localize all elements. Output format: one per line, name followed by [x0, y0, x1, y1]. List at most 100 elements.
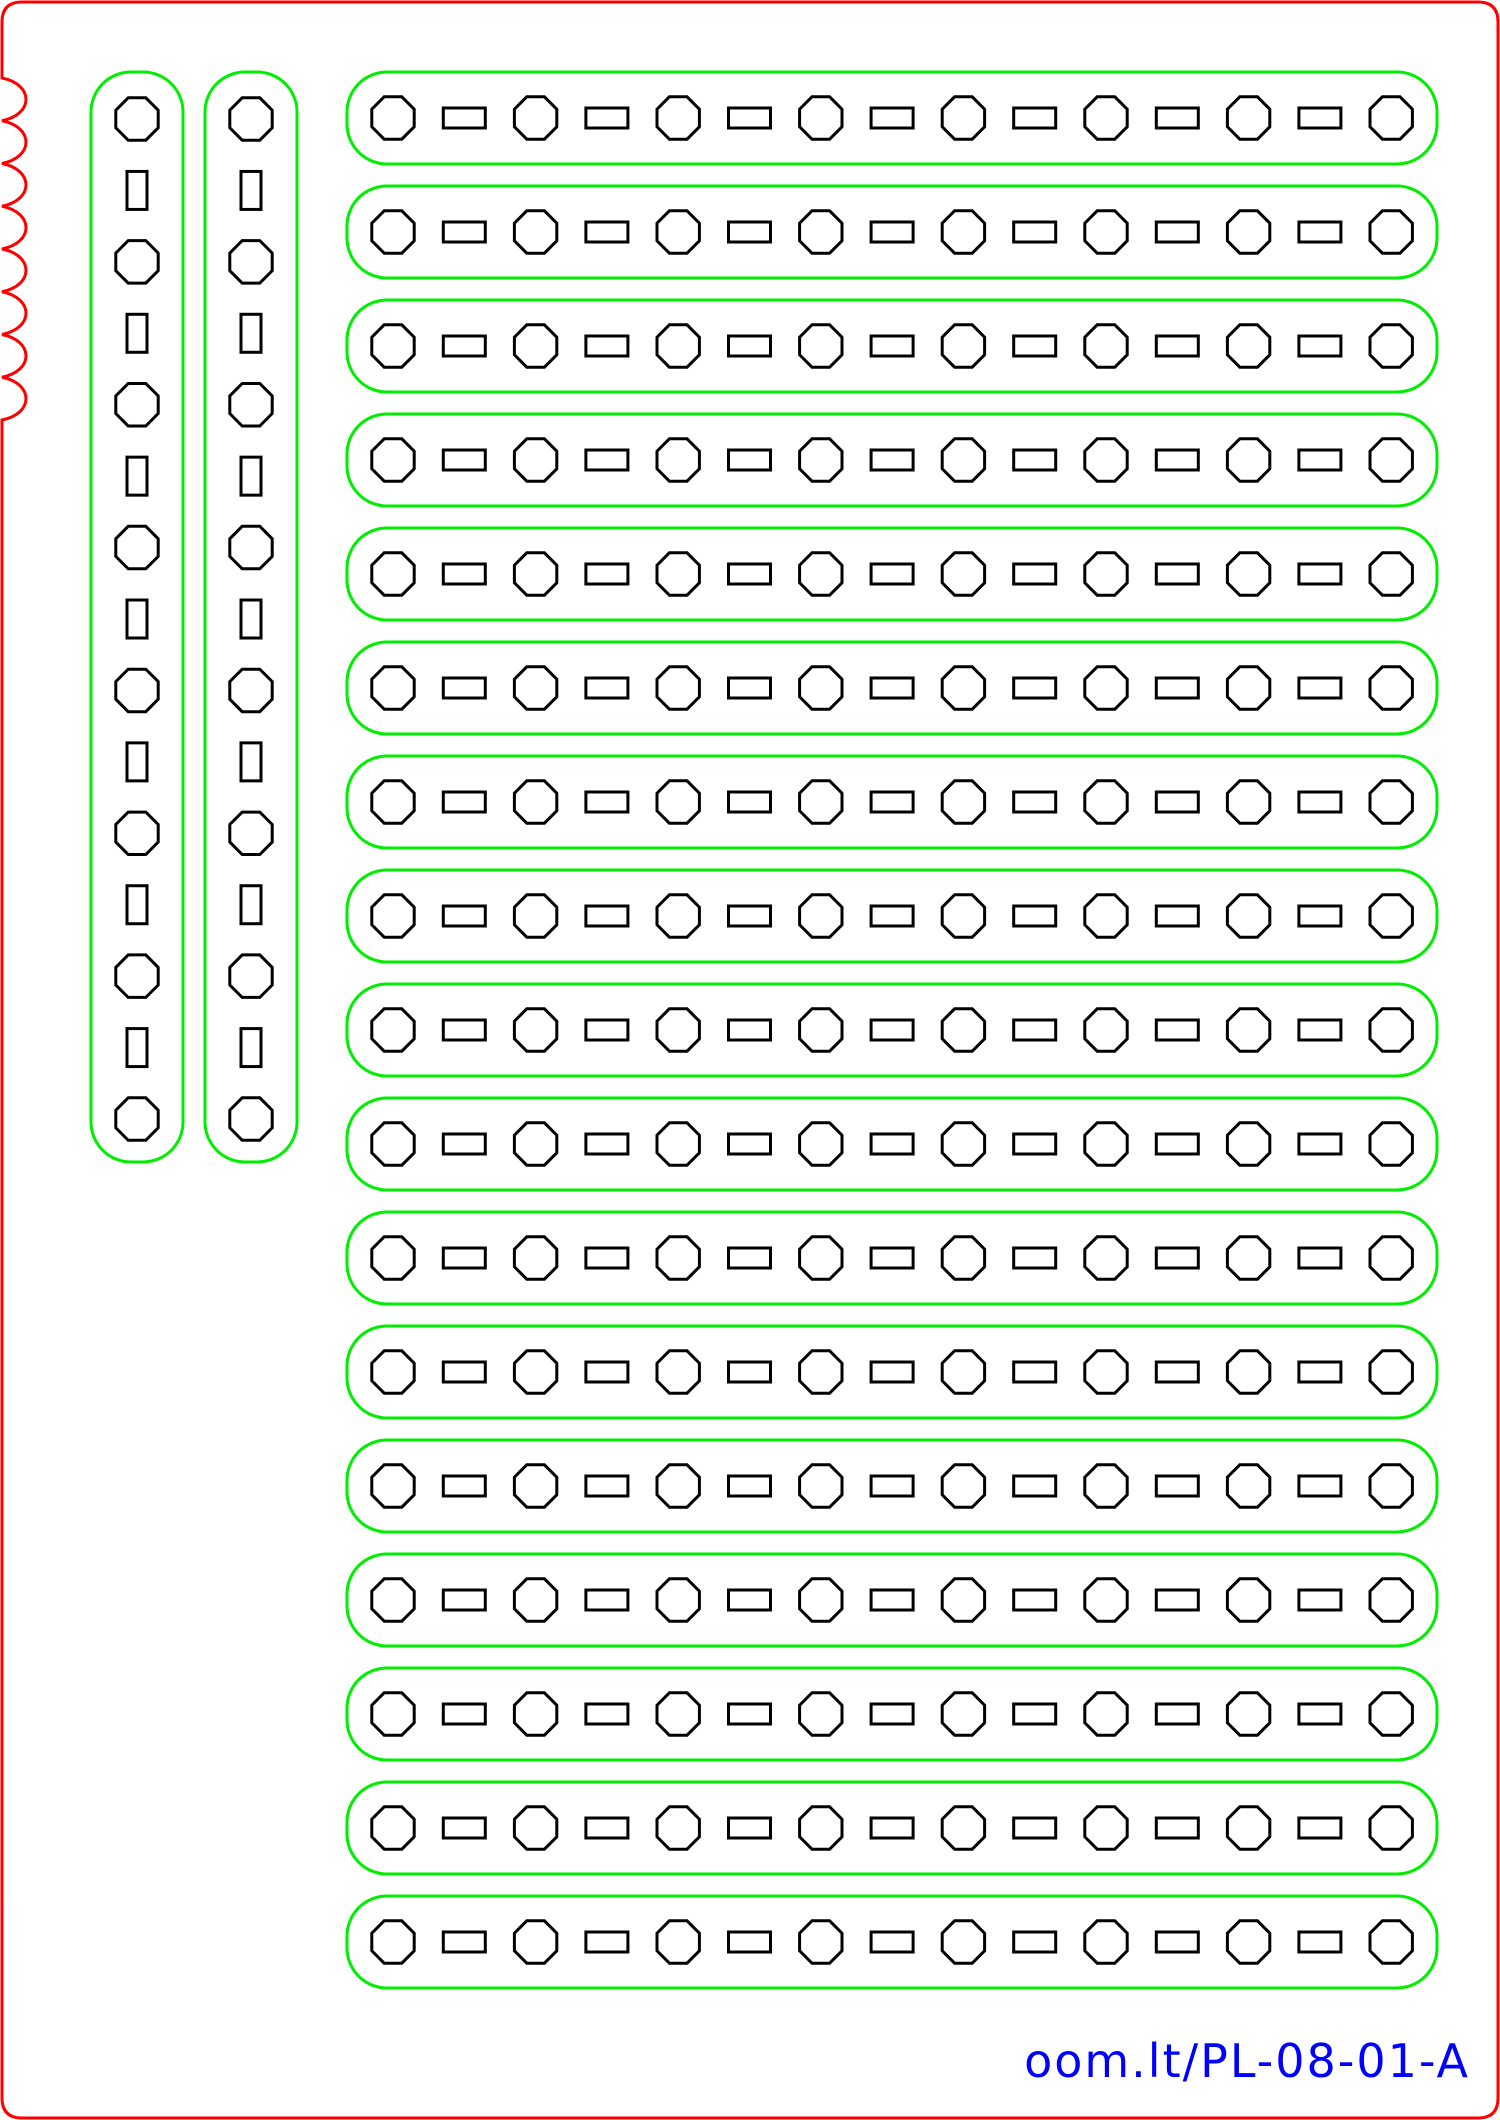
slot-hole-icon — [584, 1588, 630, 1612]
round-hole-icon — [228, 524, 274, 571]
round-hole-icon — [512, 1463, 559, 1509]
horizontal-strip-outline — [345, 1324, 1439, 1420]
slot-hole-icon — [584, 1018, 630, 1042]
round-hole-icon — [370, 95, 416, 141]
round-hole-icon — [1368, 1349, 1414, 1395]
slot-hole-icon — [727, 220, 772, 244]
round-hole-icon — [655, 209, 701, 255]
slot-hole-icon — [441, 106, 487, 130]
round-hole-icon — [940, 437, 987, 483]
round-hole-icon — [1083, 209, 1129, 255]
round-hole-icon — [512, 1235, 559, 1281]
round-hole-icon — [655, 95, 701, 141]
round-hole-icon — [798, 209, 844, 255]
slot-hole-icon — [1154, 904, 1200, 928]
round-hole-icon — [228, 953, 274, 999]
round-hole-icon — [370, 323, 416, 369]
horizontal-strip — [345, 1894, 1439, 1990]
slot-hole-icon — [584, 562, 630, 586]
slot-hole-icon — [727, 1588, 772, 1612]
round-hole-icon — [798, 1007, 844, 1053]
slot-hole-icon — [1012, 562, 1058, 586]
slot-hole-icon — [1154, 1816, 1200, 1840]
round-hole-icon — [1225, 893, 1272, 939]
round-hole-icon — [1368, 665, 1414, 711]
slot-hole-icon — [727, 1474, 772, 1498]
round-hole-icon — [228, 810, 274, 856]
round-hole-icon — [1225, 323, 1272, 369]
horizontal-strip-outline — [345, 640, 1439, 736]
round-hole-icon — [1083, 1349, 1129, 1395]
slot-hole-icon — [1012, 1702, 1058, 1726]
horizontal-strip — [345, 1438, 1439, 1534]
slot-hole-icon — [869, 562, 915, 586]
slot-hole-icon — [727, 1930, 772, 1954]
slot-hole-icon — [584, 1930, 630, 1954]
round-hole-icon — [114, 96, 160, 142]
slot-hole-icon — [1154, 1360, 1200, 1384]
slot-hole-icon — [869, 220, 915, 244]
round-hole-icon — [1083, 1805, 1129, 1851]
slot-hole-icon — [1012, 676, 1058, 700]
round-hole-icon — [798, 323, 844, 369]
horizontal-strip — [345, 1096, 1439, 1192]
slot-hole-icon — [1012, 1474, 1058, 1498]
slot-hole-icon — [125, 741, 149, 783]
round-hole-icon — [1225, 1577, 1272, 1623]
slot-hole-icon — [239, 884, 263, 926]
round-hole-icon — [1083, 323, 1129, 369]
slot-hole-icon — [441, 1246, 487, 1270]
slot-hole-icon — [239, 169, 263, 211]
round-hole-icon — [512, 1349, 559, 1395]
slot-hole-icon — [584, 448, 630, 472]
horizontal-strip — [345, 754, 1439, 850]
round-hole-icon — [655, 1007, 701, 1053]
round-hole-icon — [798, 1349, 844, 1395]
slot-hole-icon — [1154, 448, 1200, 472]
round-hole-icon — [228, 1096, 274, 1142]
slot-hole-icon — [869, 1360, 915, 1384]
horizontal-strip — [345, 868, 1439, 964]
round-hole-icon — [1368, 1121, 1414, 1167]
slot-hole-icon — [441, 1930, 487, 1954]
round-hole-icon — [1225, 437, 1272, 483]
slot-hole-icon — [1297, 904, 1343, 928]
part-label: oom.lt/PL-08-01-A — [1024, 2034, 1470, 2088]
slot-hole-icon — [584, 1702, 630, 1726]
round-hole-icon — [655, 1463, 701, 1509]
horizontal-strip-outline — [345, 868, 1439, 964]
round-hole-icon — [1368, 1691, 1414, 1737]
slot-hole-icon — [1154, 1246, 1200, 1270]
horizontal-strip — [345, 184, 1439, 280]
round-hole-icon — [1083, 779, 1129, 825]
slot-hole-icon — [1012, 1588, 1058, 1612]
horizontal-strip — [345, 1552, 1439, 1648]
round-hole-icon — [798, 1235, 844, 1281]
horizontal-strip-outline — [345, 412, 1439, 508]
round-hole-icon — [798, 1121, 844, 1167]
slot-hole-icon — [1154, 220, 1200, 244]
vertical-strips — [89, 70, 299, 1164]
round-hole-icon — [1083, 1919, 1129, 1965]
slot-hole-icon — [727, 1132, 772, 1156]
horizontal-strip — [345, 1780, 1439, 1876]
round-hole-icon — [370, 1121, 416, 1167]
round-hole-icon — [940, 1805, 987, 1851]
round-hole-icon — [1225, 209, 1272, 255]
round-hole-icon — [512, 779, 559, 825]
horizontal-strip — [345, 982, 1439, 1078]
slot-hole-icon — [1297, 1360, 1343, 1384]
slot-hole-icon — [584, 1474, 630, 1498]
vertical-strip — [203, 70, 299, 1164]
round-hole-icon — [1368, 1235, 1414, 1281]
round-hole-icon — [228, 382, 274, 428]
round-hole-icon — [655, 437, 701, 483]
slot-hole-icon — [869, 1132, 915, 1156]
round-hole-icon — [512, 437, 559, 483]
slot-hole-icon — [239, 598, 263, 640]
slot-hole-icon — [727, 676, 772, 700]
slot-hole-icon — [869, 1930, 915, 1954]
slot-hole-icon — [584, 1360, 630, 1384]
slot-hole-icon — [1297, 334, 1343, 358]
round-hole-icon — [655, 893, 701, 939]
